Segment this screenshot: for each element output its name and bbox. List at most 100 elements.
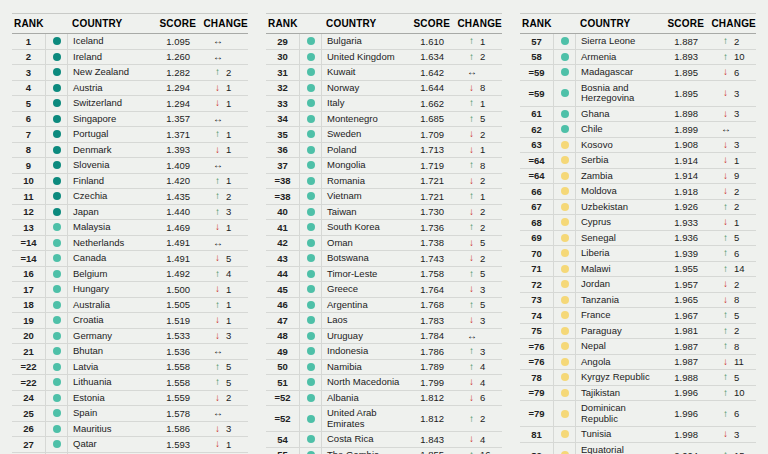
up-arrow-icon: ↑: [467, 414, 476, 424]
rank-cell: =22: [12, 375, 45, 390]
score-band-cell: [299, 267, 321, 282]
table-row: =52Albania1.812↓6: [266, 391, 502, 407]
change-places: 6: [734, 67, 739, 78]
rank-cell: 58: [520, 50, 553, 65]
change-places: 1: [226, 284, 231, 295]
country-column-header: COUNTRY: [67, 18, 150, 29]
down-arrow-icon: ↓: [213, 439, 222, 449]
score-band-cell: [45, 267, 67, 282]
score-band-dot-icon: [561, 342, 569, 350]
table-row: 82Equatorial Guinea2.004↑15: [520, 443, 756, 454]
change-cell: ↓2: [708, 184, 756, 199]
country-name: Moldova: [581, 186, 617, 197]
no-change-arrow-icon: ↔: [213, 408, 222, 418]
country-cell: Angola: [575, 355, 658, 370]
rank-value: 13: [23, 222, 34, 233]
ranking-table-3: RANK COUNTRY SCORE CHANGE 57Sierra Leone…: [520, 13, 756, 454]
table-row: 49Indonesia1.786↑3: [266, 344, 502, 360]
country-name: Belgium: [73, 269, 107, 280]
change-cell: ↓2: [454, 205, 502, 220]
rank-value: 74: [531, 310, 542, 321]
rank-cell: 55: [266, 448, 299, 454]
change-places: 8: [734, 294, 739, 305]
rank-cell: 10: [12, 174, 45, 189]
score-value: 1.933: [674, 217, 698, 228]
score-band-cell: [45, 81, 67, 96]
country-cell: Germany: [67, 329, 150, 344]
country-cell: The Gambia: [321, 448, 404, 454]
rank-cell: 72: [520, 277, 553, 292]
change-places: 5: [734, 372, 739, 383]
table-row: 5Switzerland1.294↓1: [12, 96, 248, 112]
rank-cell: 51: [266, 375, 299, 390]
table-row: 72Jordan1.957↓2: [520, 277, 756, 293]
country-cell: United Kingdom: [321, 50, 404, 65]
score-value: 1.435: [166, 191, 190, 202]
score-value: 1.812: [420, 413, 444, 424]
rank-cell: 16: [12, 267, 45, 282]
country-cell: Sierra Leone: [575, 34, 658, 49]
table-row: 30United Kingdom1.634↑2: [266, 50, 502, 66]
table-row: 34Montenegro1.685↑5: [266, 112, 502, 128]
rank-value: 21: [23, 346, 34, 357]
down-arrow-icon: ↓: [467, 377, 476, 387]
country-cell: Slovenia: [67, 158, 150, 173]
change-cell: ↑1: [454, 96, 502, 111]
rank-value: =52: [274, 413, 290, 424]
rank-value: 4: [26, 82, 31, 93]
table-row: 66Moldova1.918↓2: [520, 184, 756, 200]
score-cell: 1.893: [658, 50, 708, 65]
country-name: Tajikistan: [581, 388, 620, 399]
score-value: 1.491: [166, 253, 190, 264]
change-cell: ↓11: [708, 355, 756, 370]
no-change-arrow-icon: ↔: [213, 160, 222, 170]
change-cell: ↓4: [454, 375, 502, 390]
change-places: 1: [734, 155, 739, 166]
country-name: Chile: [581, 124, 603, 135]
score-value: 1.786: [420, 346, 444, 357]
score-cell: 1.758: [404, 267, 454, 282]
score-band-cell: [553, 122, 575, 137]
country-cell: North Macedonia: [321, 375, 404, 390]
score-cell: 1.440: [150, 205, 200, 220]
score-value: 1.642: [420, 67, 444, 78]
score-band-dot-icon: [53, 270, 61, 278]
country-cell: Tanzania: [575, 293, 658, 308]
country-cell: Netherlands: [67, 236, 150, 251]
rank-value: 37: [277, 160, 288, 171]
score-value: 1.721: [420, 175, 444, 186]
change-places: 3: [734, 139, 739, 150]
country-name: Argentina: [327, 300, 368, 311]
rank-value: 78: [531, 372, 542, 383]
change-places: 10: [734, 51, 745, 62]
change-cell: ↑5: [708, 308, 756, 323]
change-column-header: CHANGE: [708, 18, 756, 29]
change-places: 1: [226, 222, 231, 233]
country-cell: Botswana: [321, 251, 404, 266]
table-row: 55The Gambia1.855↑16: [266, 448, 502, 454]
country-cell: Dominican Republic: [575, 401, 658, 426]
country-cell: Qatar: [67, 437, 150, 452]
table-row: 71Malawi1.955↑14: [520, 262, 756, 278]
rank-value: =79: [528, 408, 544, 419]
score-band-cell: [553, 153, 575, 168]
change-cell: ↓6: [708, 65, 756, 80]
country-name: Netherlands: [73, 238, 124, 249]
score-band-dot-icon: [561, 156, 569, 164]
score-value: 1.685: [420, 113, 444, 124]
score-band-cell: [553, 277, 575, 292]
table-row: =64Zambia1.914↓9: [520, 169, 756, 185]
no-change-arrow-icon: ↔: [213, 36, 222, 46]
change-cell: ↓1: [708, 153, 756, 168]
no-change-arrow-icon: ↔: [213, 114, 222, 124]
change-places: 1: [226, 299, 231, 310]
score-cell: 1.721: [404, 174, 454, 189]
up-arrow-icon: ↑: [467, 269, 476, 279]
change-cell: ↓8: [708, 293, 756, 308]
rank-cell: 54: [266, 432, 299, 447]
rank-cell: =64: [520, 169, 553, 184]
table-row: 69Senegal1.936↑5: [520, 231, 756, 247]
score-cell: 1.768: [404, 298, 454, 313]
table-row: 70Liberia1.939↑6: [520, 246, 756, 262]
score-value: 1.738: [420, 237, 444, 248]
